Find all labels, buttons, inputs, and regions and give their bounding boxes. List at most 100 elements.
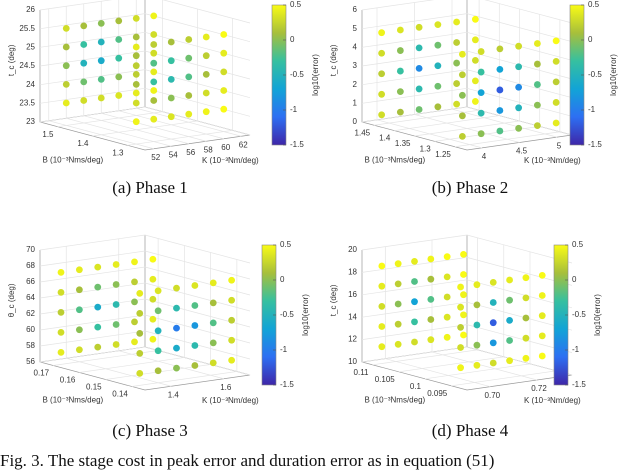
data-point (154, 347, 162, 355)
data-point (132, 118, 140, 126)
data-point (136, 309, 144, 317)
data-point (132, 70, 140, 78)
subplot-caption: (a) Phase 1 (112, 178, 188, 197)
colorbar-tick-label: -0.5 (588, 70, 602, 79)
z-tick-label: 14 (348, 312, 357, 321)
x-tick-label: 54 (169, 150, 178, 159)
data-point (538, 332, 546, 340)
data-point (57, 288, 65, 296)
box-edge (39, 0, 146, 123)
grid-line (131, 259, 238, 387)
data-point (477, 48, 485, 55)
z-tick-label: 24.5 (19, 61, 35, 70)
data-point (115, 17, 123, 25)
data-point (396, 88, 404, 96)
data-point (533, 81, 541, 88)
data-point (150, 87, 158, 94)
data-point (62, 80, 70, 88)
data-point (228, 336, 236, 344)
data-point (489, 319, 497, 327)
z-axis-label: t_c (deg) (329, 284, 338, 316)
colorbar-tick-label: 0.5 (290, 0, 302, 9)
data-point (62, 24, 70, 32)
data-point (552, 37, 560, 45)
data-point (457, 303, 464, 311)
data-point (506, 276, 513, 284)
x-tick-label: 60 (221, 143, 230, 152)
data-point (191, 362, 199, 369)
data-point (115, 73, 123, 81)
data-point (515, 63, 523, 71)
data-point (97, 19, 105, 27)
data-point (434, 82, 442, 90)
data-point (471, 15, 479, 23)
grid-line (79, 245, 185, 373)
colorbar-label: log10(error) (609, 54, 618, 96)
colorbar-label: log10(error) (593, 294, 602, 336)
colorbar-tick-label: -1.5 (572, 380, 586, 389)
data-point (473, 321, 481, 329)
grid-line (83, 3, 189, 145)
data-point (453, 100, 461, 108)
data-point (458, 112, 466, 120)
data-point (136, 369, 144, 377)
z-axis-label: t_c (deg) (329, 44, 338, 76)
data-point (394, 340, 402, 348)
data-point (149, 335, 157, 343)
data-point (453, 39, 461, 46)
data-point (150, 97, 158, 104)
data-point (132, 80, 140, 88)
y-tick-label: 1.4 (77, 139, 89, 148)
data-point (460, 250, 467, 258)
data-point (434, 62, 442, 70)
data-point (515, 83, 523, 91)
z-tick-label: 26 (26, 5, 35, 14)
z-tick-label: 70 (26, 245, 35, 254)
subplot-caption: (c) Phase 3 (112, 421, 188, 440)
colorbar-tick-label: -1 (588, 105, 596, 114)
data-point (434, 103, 442, 111)
grid-line (65, 6, 172, 147)
data-point (458, 91, 466, 99)
z-tick-label: 3 (353, 61, 358, 70)
data-point (471, 77, 479, 85)
data-point (533, 101, 541, 109)
data-point (136, 329, 144, 337)
z-tick-label: 20 (348, 245, 357, 254)
colorbar-tick-label: -1.5 (588, 140, 602, 149)
x-tick-label: 5 (557, 141, 562, 150)
data-point (473, 281, 481, 289)
data-point (411, 257, 418, 265)
grid-line (384, 246, 491, 388)
y-tick-label: 0.095 (427, 389, 448, 398)
data-point (471, 56, 479, 64)
y-tick-label: 0.14 (112, 390, 128, 399)
y-tick-label: 0.11 (354, 368, 370, 377)
data-point (150, 115, 158, 123)
colorbar-tick-label: -1 (280, 345, 288, 354)
data-point (460, 271, 467, 278)
data-point (115, 54, 123, 62)
data-point (167, 94, 175, 102)
data-point (94, 343, 102, 351)
y-tick-label: 0.16 (60, 376, 76, 385)
y-tick-label: 1.5 (42, 130, 54, 139)
data-point (173, 364, 180, 372)
colorbar-tick-label: -1 (290, 105, 298, 114)
data-point (538, 352, 546, 360)
z-tick-label: 62 (26, 309, 35, 318)
data-point (132, 14, 140, 22)
data-point (132, 62, 140, 70)
data-point (228, 356, 236, 364)
data-point (522, 314, 530, 322)
x-axis-label: K (10⁻³Nm/deg) (524, 396, 581, 405)
data-point (132, 43, 140, 51)
grid-line (39, 87, 251, 117)
z-axis-label: θ_c (deg) (7, 283, 16, 317)
y-axis-label: B (10⁻³Nms/deg) (43, 396, 104, 405)
z-tick-label: 2 (353, 80, 358, 89)
data-point (131, 298, 138, 306)
data-point (411, 278, 418, 285)
data-point (57, 268, 65, 276)
data-point (132, 52, 140, 60)
